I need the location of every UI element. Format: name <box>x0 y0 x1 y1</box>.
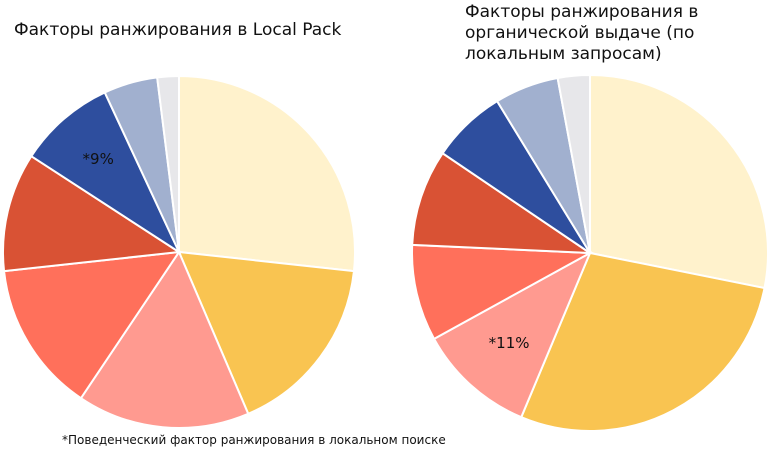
footnote: *Поведенческий фактор ранжирования в лок… <box>62 433 446 447</box>
pie-1-slice-3 <box>411 243 594 341</box>
pie-1-slice-2 <box>432 250 593 419</box>
pie-organic: *11% <box>411 73 769 432</box>
pie-1-slice-label-2: *11% <box>489 334 530 352</box>
pie-0-slice-2 <box>79 249 250 429</box>
pie-1-slice-7 <box>556 73 591 254</box>
pie-0-slice-7 <box>156 74 180 253</box>
pie-local-pack: *9% <box>2 74 356 429</box>
pie-1-slice-1 <box>519 251 766 432</box>
pie-0-slice-4 <box>2 154 182 273</box>
chart-title-local-pack: Факторы ранжирования в Local Pack <box>14 20 342 40</box>
chart-title-organic: Факторы ранжирования в органической выда… <box>465 2 699 64</box>
pie-0-slice-label-5: *9% <box>83 150 114 168</box>
pie-1-slice-4 <box>411 151 594 255</box>
pie-1-slice-0 <box>589 73 769 290</box>
pie-0-slice-5 <box>29 91 182 255</box>
pie-0-slice-3 <box>2 250 182 400</box>
pie-0-slice-0 <box>178 74 356 273</box>
pie-0-slice-1 <box>177 250 356 416</box>
